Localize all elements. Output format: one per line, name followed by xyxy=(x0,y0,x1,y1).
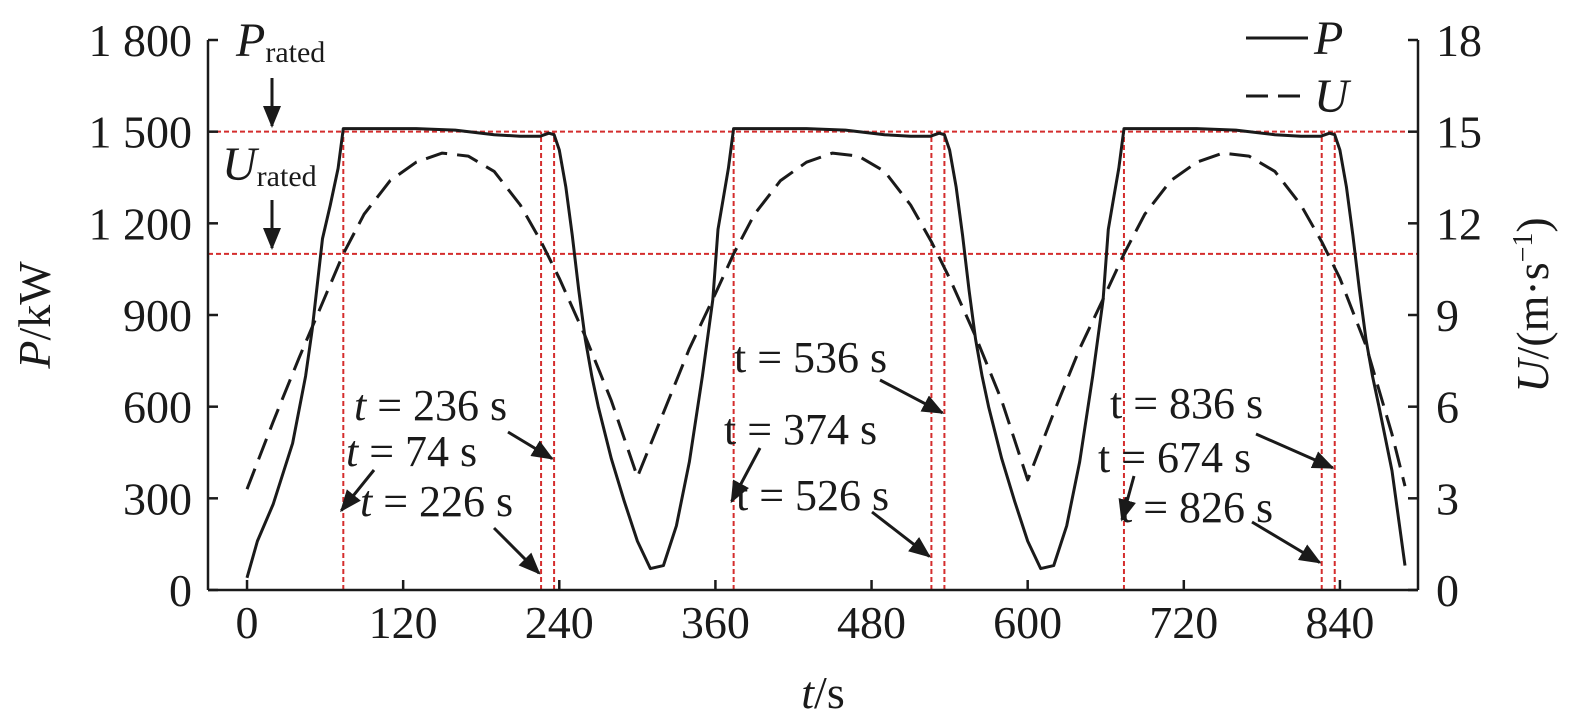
x-tick-label: 0 xyxy=(236,597,259,648)
y-right-tick-label: 3 xyxy=(1436,473,1459,524)
time-annotation-var: t xyxy=(1098,433,1110,482)
x-axis-label-var: t xyxy=(801,667,815,718)
time-annotation-value: = 236 s xyxy=(366,381,507,430)
rated-label-main: U xyxy=(222,138,260,191)
y-left-tick-label: 1 800 xyxy=(89,15,193,66)
y-right-axis-label-var: U xyxy=(1507,357,1558,393)
time-annotation-value: = 674 s xyxy=(1110,433,1251,482)
time-annotation: t = 526 s xyxy=(736,471,889,520)
y-right-axis-label: U/(m·s−1) xyxy=(1507,217,1558,392)
y-left-axis-label-var: P xyxy=(9,341,60,370)
time-annotation-value: = 374 s xyxy=(736,405,877,454)
time-annotation-arrow xyxy=(1118,475,1136,522)
rated-label-sub: rated xyxy=(265,36,325,69)
time-annotation-value: = 226 s xyxy=(372,477,513,526)
time-annotation-var: t xyxy=(354,381,368,430)
time-annotation-var: t xyxy=(734,333,746,382)
legend-label-p: P xyxy=(1313,12,1343,65)
time-annotation-arrow xyxy=(730,447,762,504)
y-left-tick-label: 600 xyxy=(123,382,192,433)
time-annotation-value: = 526 s xyxy=(748,471,889,520)
y-right-tick-label: 9 xyxy=(1436,290,1459,341)
time-annotation-var: t xyxy=(736,471,748,520)
annotations: t = 236 st = 74 st = 226 st = 536 st = 3… xyxy=(263,78,1335,575)
time-annotation-var: t xyxy=(724,405,736,454)
y-left-tick-label: 1 500 xyxy=(89,107,193,158)
time-annotation-value: = 836 s xyxy=(1122,379,1263,428)
series-line-p xyxy=(245,127,1407,579)
time-annotation-var: t xyxy=(360,477,374,526)
y-right-axis-label-unit: /(m·s xyxy=(1507,262,1558,359)
time-annotation: t = 236 s xyxy=(354,381,507,430)
time-annotation-arrow xyxy=(879,378,945,415)
time-annotation: t = 674 s xyxy=(1098,433,1251,482)
x-tick-label: 120 xyxy=(369,597,438,648)
time-annotation: t = 374 s xyxy=(724,405,877,454)
legend-label-u: U xyxy=(1314,70,1352,123)
time-annotation-value: = 536 s xyxy=(746,333,887,382)
time-annotation-var: t xyxy=(1110,379,1122,428)
x-tick-label: 840 xyxy=(1305,597,1374,648)
y-right-tick-label: 15 xyxy=(1436,107,1482,158)
time-annotation-arrow xyxy=(1251,520,1322,564)
rated-label-u: Urated xyxy=(222,138,317,193)
x-tick-label: 240 xyxy=(525,597,594,648)
time-annotation-arrow xyxy=(507,430,554,460)
time-annotation-arrow xyxy=(492,526,541,575)
y-right-tick-label: 0 xyxy=(1436,565,1459,616)
y-right-tick-label: 18 xyxy=(1436,15,1482,66)
y-left-tick-label: 1 200 xyxy=(89,198,193,249)
time-annotation: t = 536 s xyxy=(734,333,887,382)
time-annotation-value: = 74 s xyxy=(358,427,477,476)
time-annotation-var: t xyxy=(346,427,360,476)
time-annotation-arrow xyxy=(1255,432,1335,470)
rated-label-p: Prated xyxy=(235,14,325,69)
time-annotation: t = 226 s xyxy=(360,477,513,526)
time-annotation-arrow xyxy=(340,469,376,513)
time-annotation: t = 826 s xyxy=(1120,483,1273,532)
y-right-axis-label-exponent: −1 xyxy=(1508,233,1539,263)
time-annotation-arrow xyxy=(871,510,931,558)
rated-label-main: P xyxy=(235,14,265,67)
y-left-tick-label: 0 xyxy=(169,565,192,616)
x-axis-label-unit: /s xyxy=(814,667,845,718)
series-line-u xyxy=(245,151,1407,490)
x-axis-label: t/s xyxy=(801,667,844,718)
y-right-tick-label: 6 xyxy=(1436,382,1459,433)
time-annotation: t = 74 s xyxy=(346,427,477,476)
series-layer xyxy=(245,127,1407,579)
x-tick-label: 720 xyxy=(1149,597,1218,648)
x-tick-label: 480 xyxy=(837,597,906,648)
time-annotation: t = 836 s xyxy=(1110,379,1263,428)
axis-ticks xyxy=(208,38,1418,592)
y-right-axis-label-close: ) xyxy=(1507,217,1558,232)
y-left-axis-label: P/kW xyxy=(9,261,60,370)
time-annotation-value: = 826 s xyxy=(1132,483,1273,532)
y-left-tick-label: 300 xyxy=(123,473,192,524)
y-right-tick-label: 12 xyxy=(1436,198,1482,249)
x-tick-label: 600 xyxy=(993,597,1062,648)
rated-label-sub: rated xyxy=(257,160,317,193)
time-annotation-var: t xyxy=(1120,483,1132,532)
y-left-tick-label: 900 xyxy=(123,290,192,341)
x-tick-label: 360 xyxy=(681,597,750,648)
y-left-axis-label-unit: /kW xyxy=(9,261,60,341)
